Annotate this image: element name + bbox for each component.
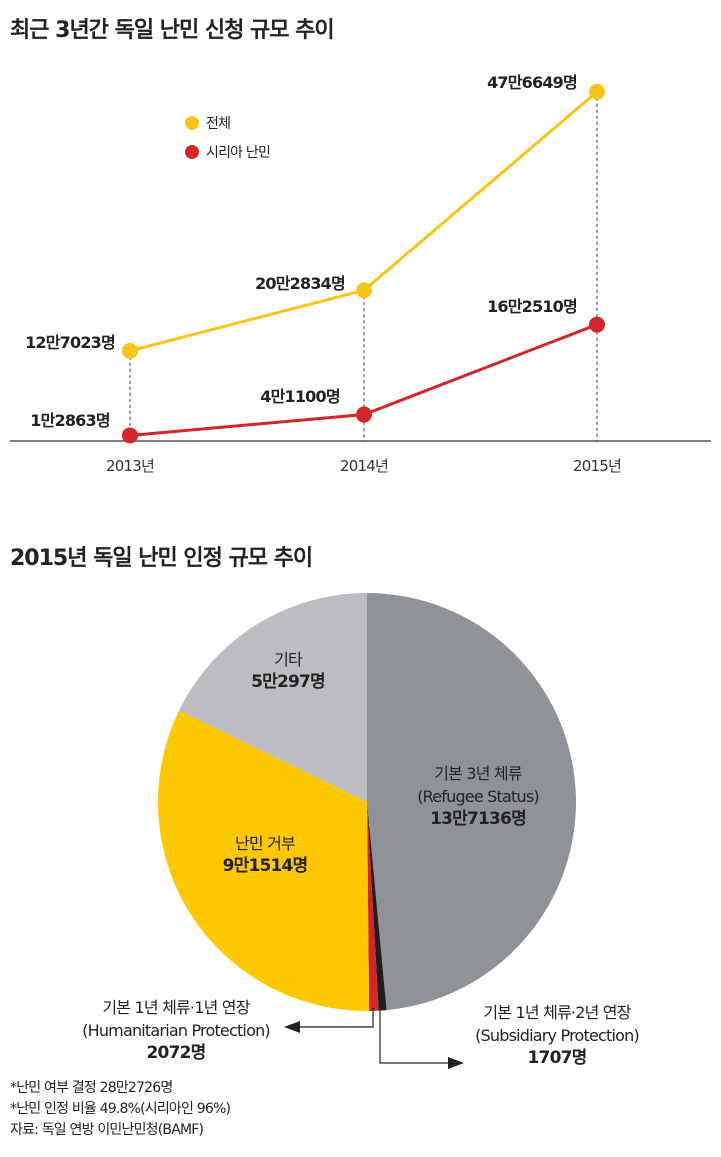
pie-label-label: 난민 거부	[235, 834, 296, 853]
x-tick-label: 2014년	[340, 457, 388, 475]
data-label: 16만2510명	[487, 297, 577, 316]
pie-slice-humanitarian	[367, 802, 379, 1011]
data-label: 20만2834명	[255, 274, 345, 293]
legend-label-total: 전체	[206, 116, 230, 132]
pie-slice-refugee	[367, 593, 576, 1011]
leader-line-subsidiary	[379, 1008, 448, 1064]
pie-label-value-label: 5만297명	[251, 672, 326, 692]
pie-label-label: 기본 3년 체류	[434, 764, 522, 783]
x-tick-label: 2013년	[106, 457, 154, 475]
pie-label-value-label: 13만7136명	[430, 809, 527, 829]
pie-label-humanitarian: 기본 1년 체류·1년 연장 (Humanitarian Protection) 2…	[46, 996, 306, 1065]
pie-label-sub: (Refugee Status)	[417, 787, 539, 806]
pie-chart-title: 2015년 독일 난민 인정 규모 추이	[10, 546, 313, 571]
note-decisions: *난민 여부 결정 28만2726명	[10, 1080, 173, 1096]
pie-label-label: 기타	[274, 650, 303, 669]
data-label: 47만6649명	[487, 73, 577, 92]
pie-label-sub: (Subsidiary Protection)	[475, 1026, 640, 1045]
line-chart-title: 최근 3년간 독일 난민 신청 규모 추이	[10, 18, 335, 43]
pie-slice-subsidiary	[367, 802, 387, 1011]
pie-label-value-label: 2072명	[146, 1043, 207, 1063]
pie-label-subsidiary: 기본 1년 체류·2년 연장 (Subsidiary Protection) 170…	[427, 1001, 687, 1070]
legend-marker-syria	[185, 145, 199, 159]
data-point	[356, 282, 372, 299]
footnotes: *난민 여부 결정 28만2726명 *난민 인정 비율 49.8%(시리아인 …	[10, 1078, 231, 1141]
data-point	[589, 316, 605, 333]
pie-label-sub: (Humanitarian Protection)	[82, 1021, 271, 1040]
data-point	[589, 83, 605, 100]
leader-line-humanitarian	[300, 1008, 374, 1028]
pie-label-label: 기본 1년 체류·2년 연장	[483, 1003, 631, 1022]
pie-label-label: 기본 1년 체류·1년 연장	[102, 998, 250, 1017]
pie-slice-rejected	[158, 710, 370, 1011]
x-tick-label: 2015년	[573, 457, 621, 475]
arrow-icon	[284, 1021, 300, 1033]
data-point	[122, 342, 138, 359]
note-rate: *난민 인정 비율 49.8%(시리아인 96%)	[10, 1101, 231, 1117]
legend-marker-total	[185, 116, 199, 130]
note-source: 자료: 독일 연방 이민난민청(BAMF)	[10, 1122, 204, 1138]
pie-label-other: 기타 5만297명	[158, 648, 418, 694]
pie-label-value-label: 1707명	[527, 1048, 588, 1068]
data-label: 1만2863명	[30, 411, 110, 430]
pie-label-refugee: 기본 3년 체류 (Refugee Status) 13만7136명	[348, 762, 608, 831]
data-label: 4만1100명	[260, 387, 340, 406]
pie-label-rejected: 난민 거부 9만1514명	[135, 832, 395, 878]
arrow-icon	[448, 1057, 464, 1069]
legend-label-syria: 시리아 난민	[206, 145, 270, 161]
pie-slice-other	[179, 593, 367, 802]
pie-label-value-label: 9만1514명	[222, 856, 309, 876]
data-point	[356, 406, 372, 423]
data-label: 12만7023명	[25, 333, 115, 352]
data-point	[122, 427, 138, 444]
